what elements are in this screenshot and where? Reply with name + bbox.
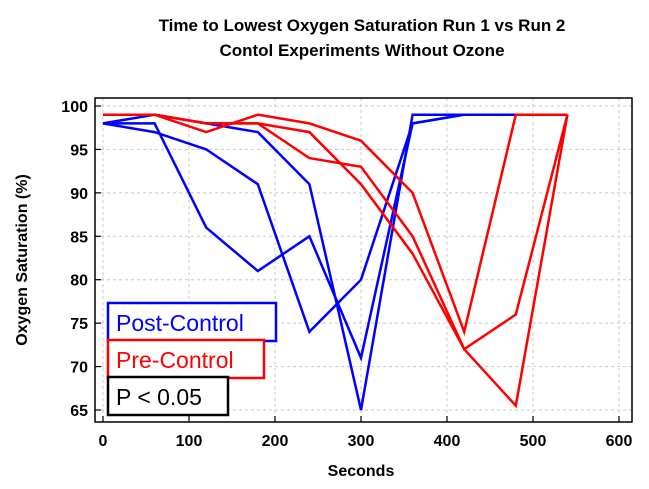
legend-pre-box xyxy=(106,338,266,380)
plot-frame xyxy=(94,97,633,423)
x-tick-label: 300 xyxy=(348,433,375,450)
y-tick-label: 65 xyxy=(70,403,88,420)
x-tick-label: 600 xyxy=(606,433,633,450)
x-tick-label: 400 xyxy=(434,433,461,450)
y-tick-label: 75 xyxy=(70,316,88,333)
x-tick-label: 100 xyxy=(176,433,203,450)
y-tick-label: 100 xyxy=(61,99,88,116)
y-tick-label: 95 xyxy=(70,142,88,159)
legend: Post-Control Pre-Control P < 0.05 xyxy=(106,301,278,417)
pre-control-series-line-4 xyxy=(103,113,568,337)
p-value-label: P < 0.05 xyxy=(116,384,202,410)
post-control-series-line-3 xyxy=(103,113,568,362)
series-lines xyxy=(102,113,569,411)
x-tick-label: 200 xyxy=(262,433,289,450)
legend-post-box xyxy=(106,301,278,343)
chart-subtitle: Contol Experiments Without Ozone xyxy=(219,41,504,60)
y-tick-label: 85 xyxy=(70,229,88,246)
x-tick-label: 500 xyxy=(520,433,547,450)
pre-control-series-line-6 xyxy=(103,113,569,409)
legend-post-label: Post-Control xyxy=(116,310,244,336)
y-axis-label: Oxygen Saturation (%) xyxy=(14,174,31,346)
x-tick-label: 0 xyxy=(99,433,108,450)
chart-title: Time to Lowest Oxygen Saturation Run 1 v… xyxy=(159,16,566,35)
y-tick-label: 80 xyxy=(70,273,88,290)
y-tick-label: 90 xyxy=(70,186,88,203)
y-tick-label: 70 xyxy=(70,360,88,377)
p-value-box xyxy=(106,375,230,417)
legend-pre-label: Pre-Control xyxy=(116,347,234,373)
x-axis-label: Seconds xyxy=(328,463,395,480)
ticks: 0 100 200 300 400 500 600 65 70 75 80 85 90 95 100 xyxy=(61,99,632,450)
